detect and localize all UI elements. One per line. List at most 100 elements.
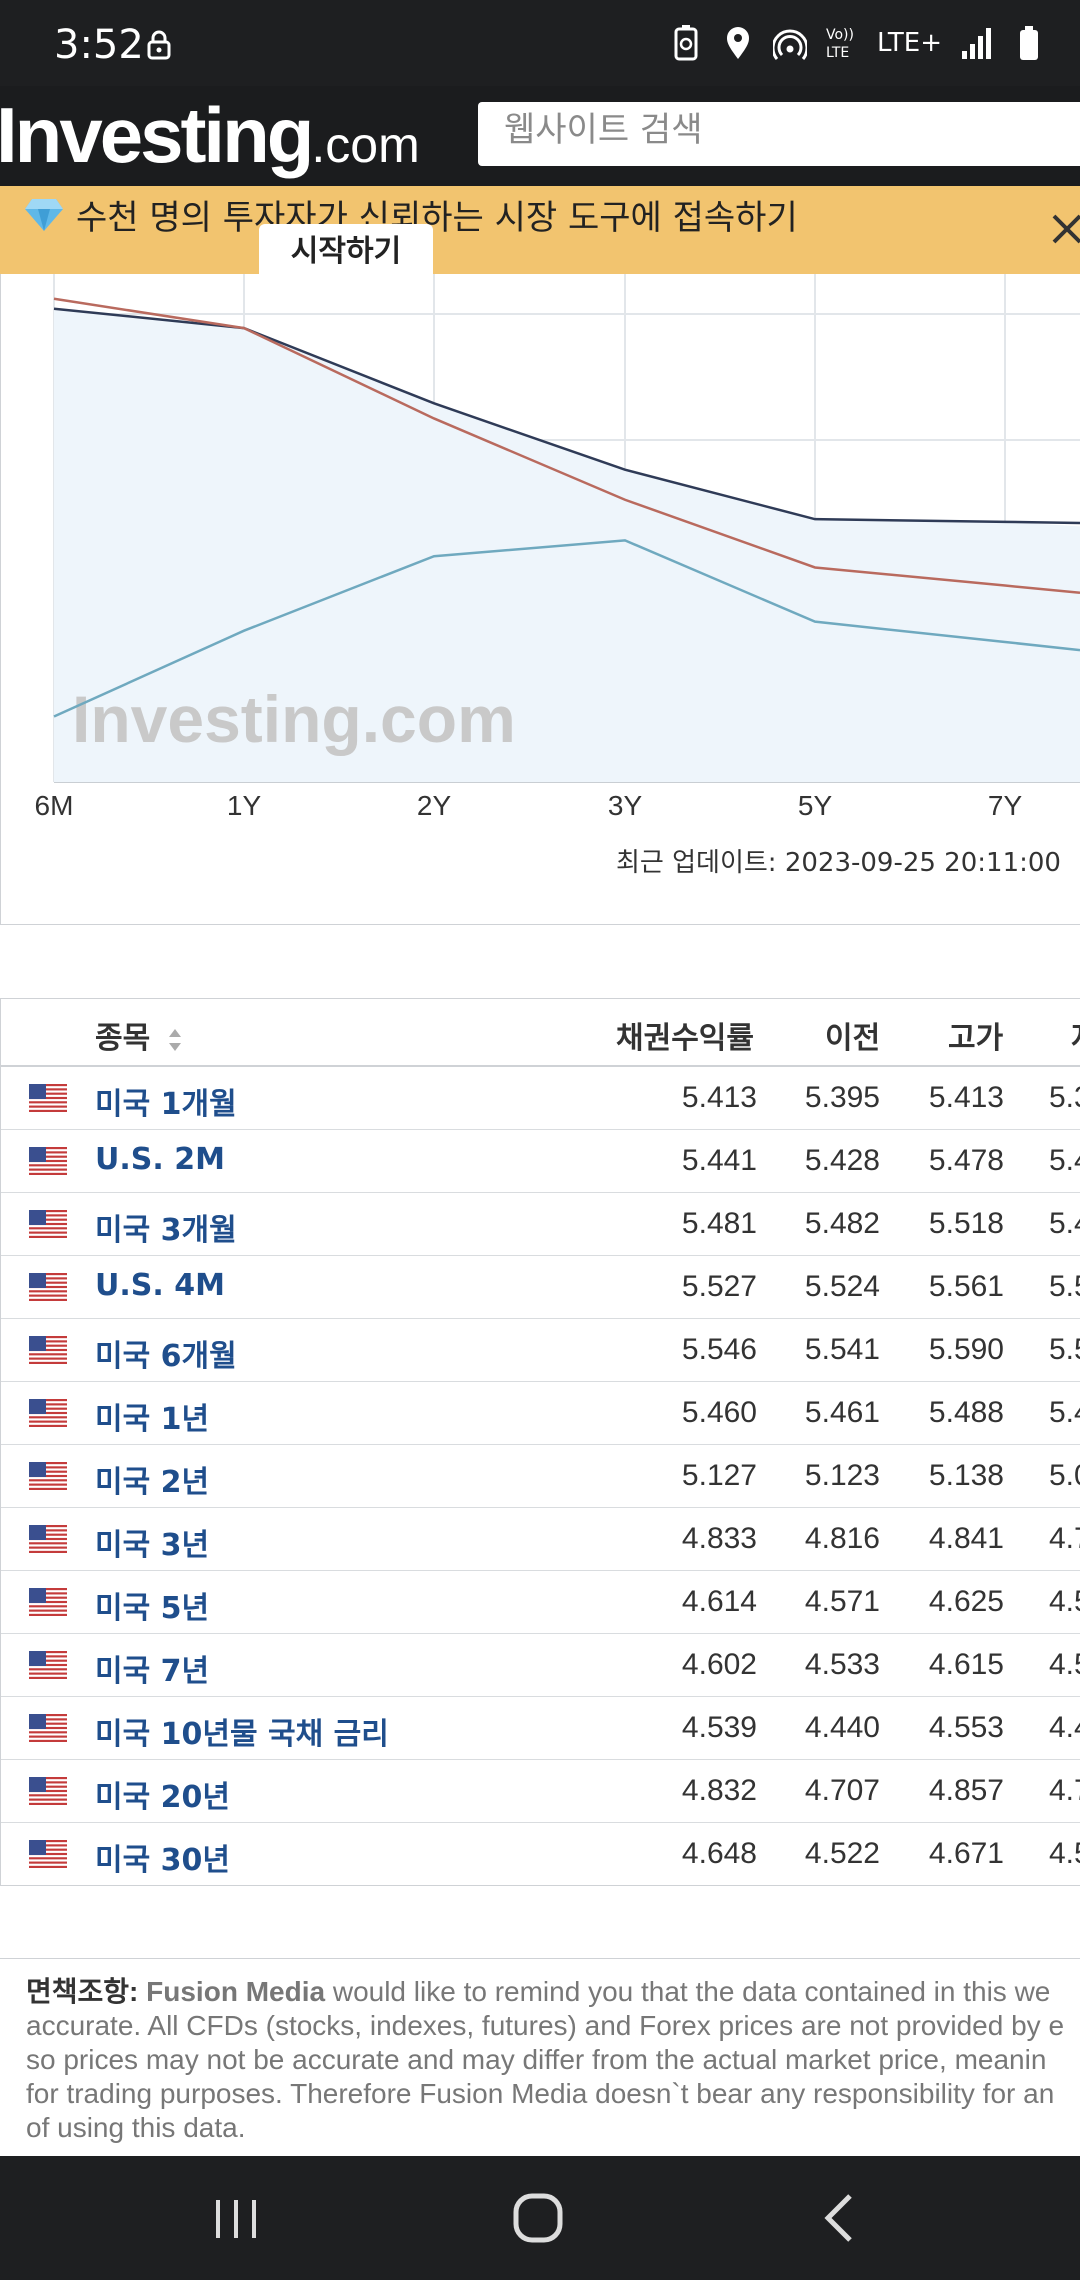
x-tick-label: 2Y — [417, 790, 452, 821]
x-tick-label: 3Y — [608, 790, 643, 821]
yield-value: 4.614 — [681, 1585, 757, 1618]
last-update: 최근 업데이트: 2023-09-25 20:11:00 — [616, 842, 1061, 879]
table-row[interactable]: 미국 3개월 5.481 5.482 5.518 5.4 — [1, 1193, 1080, 1256]
high-value: 4.857 — [928, 1774, 1004, 1807]
x-tick-label: 1Y — [227, 790, 262, 821]
disclaimer: 면책조항: Fusion Media would like to remind … — [0, 1958, 1080, 2155]
prev-value: 4.522 — [804, 1837, 880, 1870]
table-row[interactable]: 미국 20년 4.832 4.707 4.857 4.7 — [1, 1760, 1080, 1823]
disclaimer-label: 면책조항: — [26, 1976, 139, 2007]
table-row[interactable]: 미국 10년물 국채 금리 4.539 4.440 4.553 4.4 — [1, 1697, 1080, 1760]
bond-name-link[interactable]: 미국 2년 — [95, 1465, 210, 1500]
hotspot-icon — [773, 29, 807, 60]
us-flag-icon — [29, 1651, 67, 1679]
col-low-header[interactable]: 저 — [1071, 1013, 1080, 1057]
disclaimer-line-4: for trading purposes. Therefore Fusion M… — [26, 2078, 1055, 2109]
high-value: 4.671 — [928, 1837, 1004, 1870]
high-value: 5.138 — [928, 1459, 1004, 1492]
recent-apps-icon[interactable] — [206, 2190, 266, 2246]
high-value: 5.561 — [928, 1270, 1004, 1303]
table-row[interactable]: U.S. 2M 5.441 5.428 5.478 5.4 — [1, 1130, 1080, 1193]
low-value: 4.5 — [1049, 1837, 1080, 1870]
table-row[interactable]: 미국 1개월 5.413 5.395 5.413 5.3 — [1, 1067, 1080, 1130]
us-flag-icon — [29, 1588, 67, 1616]
high-value: 4.841 — [928, 1522, 1004, 1555]
high-value: 4.553 — [928, 1711, 1004, 1744]
yield-value: 5.441 — [681, 1144, 757, 1177]
col-high-header[interactable]: 고가 — [948, 1021, 1004, 1056]
yield-value: 4.833 — [681, 1522, 757, 1555]
prev-value: 4.816 — [804, 1522, 880, 1555]
bond-name-link[interactable]: 미국 6개월 — [95, 1339, 237, 1374]
us-flag-icon — [29, 1525, 67, 1553]
disclaimer-line-1: would like to remind you that the data c… — [325, 1976, 1051, 2007]
close-icon[interactable] — [1050, 212, 1080, 246]
bond-name-link[interactable]: 미국 7년 — [95, 1654, 210, 1689]
low-value: 4.5 — [1049, 1648, 1080, 1681]
bond-name-link[interactable]: U.S. 2M — [95, 1142, 225, 1177]
us-flag-icon — [29, 1084, 67, 1112]
yield-value: 4.602 — [681, 1648, 757, 1681]
svg-text:LTE: LTE — [826, 45, 849, 61]
bond-name-link[interactable]: 미국 20년 — [95, 1780, 230, 1815]
table-row[interactable]: 미국 6개월 5.546 5.541 5.590 5.5 — [1, 1319, 1080, 1382]
high-value: 5.590 — [928, 1333, 1004, 1366]
sort-icon[interactable] — [167, 1027, 183, 1053]
prev-value: 4.571 — [804, 1585, 880, 1618]
home-icon[interactable] — [508, 2190, 568, 2246]
bond-table: 종목 채권수익률 이전 고가 저 미국 1개월 5.413 5.395 5.413 5.… — [0, 998, 1080, 1886]
col-yield-header[interactable]: 채권수익률 — [616, 1021, 754, 1056]
chart-watermark: Investing.com — [72, 682, 516, 756]
network-type: LTE+ — [877, 28, 942, 58]
bond-name-link[interactable]: 미국 30년 — [95, 1843, 230, 1878]
signal-icon — [962, 28, 991, 59]
yield-value: 5.546 — [681, 1333, 757, 1366]
table-row[interactable]: 미국 30년 4.648 4.522 4.671 4.5 — [1, 1823, 1080, 1885]
disclaimer-line-3: so prices may not be accurate and may di… — [26, 2044, 1047, 2075]
bond-name-link[interactable]: 미국 3개월 — [95, 1213, 237, 1248]
bond-name-link[interactable]: 미국 10년물 국채 금리 — [95, 1717, 389, 1752]
table-body: 미국 1개월 5.413 5.395 5.413 5.3 U.S. 2M 5.441 5.42… — [1, 1067, 1080, 1885]
us-flag-icon — [29, 1840, 67, 1868]
yield-value: 5.481 — [681, 1207, 757, 1240]
bond-name-link[interactable]: 미국 1개월 — [95, 1087, 237, 1122]
back-icon[interactable] — [810, 2190, 870, 2246]
site-logo[interactable]: Investing.com — [0, 91, 420, 179]
us-flag-icon — [29, 1210, 67, 1238]
prev-value: 5.428 — [804, 1144, 880, 1177]
low-value: 4.7 — [1049, 1522, 1080, 1555]
bond-name-link[interactable]: 미국 3년 — [95, 1528, 210, 1563]
bond-name-link[interactable]: 미국 1년 — [95, 1402, 210, 1437]
table-row[interactable]: 미국 3년 4.833 4.816 4.841 4.7 — [1, 1508, 1080, 1571]
table-row[interactable]: 미국 7년 4.602 4.533 4.615 4.5 — [1, 1634, 1080, 1697]
search-input[interactable] — [478, 102, 1080, 158]
prev-value: 5.482 — [804, 1207, 880, 1240]
low-value: 4.4 — [1049, 1711, 1080, 1744]
high-value: 5.413 — [928, 1081, 1004, 1114]
battery-saver-icon — [674, 25, 698, 61]
bond-name-link[interactable]: U.S. 4M — [95, 1268, 225, 1303]
table-row[interactable]: 미국 1년 5.460 5.461 5.488 5.4 — [1, 1382, 1080, 1445]
low-value: 4.5 — [1049, 1585, 1080, 1618]
volte-icon: Vo)) LTE — [826, 27, 854, 61]
x-tick-label: 7Y — [988, 790, 1023, 821]
col-prev-header[interactable]: 이전 — [825, 1021, 881, 1056]
high-value: 5.478 — [928, 1144, 1004, 1177]
col-name-header[interactable]: 종목 — [95, 1013, 183, 1057]
search-box[interactable] — [478, 102, 1080, 166]
low-value: 5.4 — [1049, 1144, 1080, 1177]
start-button[interactable]: 시작하기 — [259, 224, 433, 286]
diamond-icon — [25, 198, 63, 231]
low-value: 5.0 — [1049, 1459, 1080, 1492]
bond-name-link[interactable]: 미국 5년 — [95, 1591, 210, 1626]
yield-curve-chart: Investing.com 6M 1Y 2Y 3Y 5Y 7Y — [35, 274, 1080, 821]
table-row[interactable]: U.S. 4M 5.527 5.524 5.561 5.5 — [1, 1256, 1080, 1319]
table-row[interactable]: 미국 2년 5.127 5.123 5.138 5.0 — [1, 1445, 1080, 1508]
table-row[interactable]: 미국 5년 4.614 4.571 4.625 4.5 — [1, 1571, 1080, 1634]
prev-value: 5.461 — [804, 1396, 880, 1429]
status-time: 3:52 — [54, 22, 144, 68]
low-value: 5.5 — [1049, 1333, 1080, 1366]
last-update-value: 2023-09-25 20:11:00 — [784, 848, 1061, 878]
promo-text: 수천 명의 투자자가 신뢰하는 시장 도구에 접속하기 — [76, 198, 798, 238]
prev-value: 4.533 — [804, 1648, 880, 1681]
